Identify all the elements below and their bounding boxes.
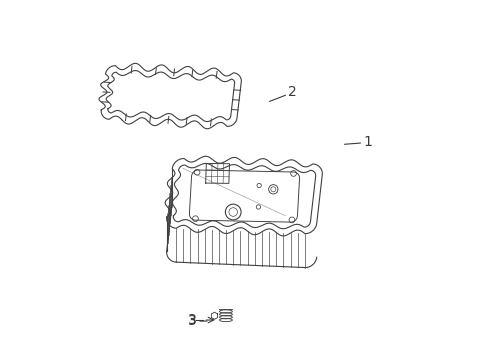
Text: 2: 2 (269, 85, 297, 102)
Text: 1: 1 (344, 135, 371, 149)
Text: 3: 3 (188, 314, 206, 328)
Text: 3: 3 (188, 313, 197, 327)
